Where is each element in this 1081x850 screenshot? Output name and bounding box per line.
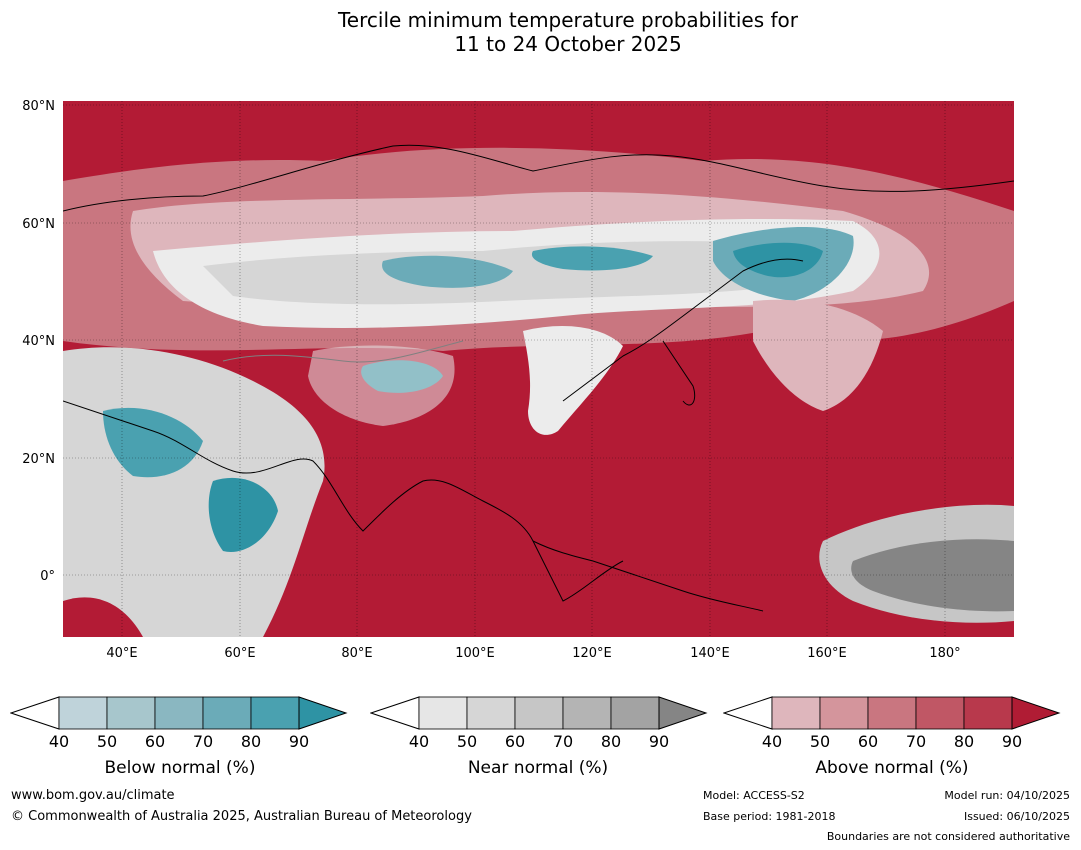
below-patch-arabia: [103, 407, 203, 478]
legend-above-tick-80: 80: [953, 732, 975, 751]
legend-below-tick-50: 50: [96, 732, 118, 751]
above-light-north-pacific: [753, 299, 883, 411]
footer-website: www.bom.gov.au/climate: [11, 788, 175, 803]
legend-above-tick-60: 60: [857, 732, 879, 751]
boundary-lines: [222, 340, 464, 363]
map-title-line-1: Tercile minimum temperature probabilitie…: [337, 8, 799, 32]
lon-label-40e: 40°E: [106, 646, 138, 661]
footer-issued: Issued: 06/10/2025: [963, 810, 1070, 823]
footer-model-run: Model run: 04/10/2025: [944, 789, 1070, 802]
legend-above-tick-90: 90: [1001, 732, 1023, 751]
legend-above-title: Above normal (%): [815, 758, 969, 778]
legend-below-tick-70: 70: [192, 732, 214, 751]
near-normal-pacific-core: [851, 539, 1014, 612]
legend-below-tick-90: 90: [288, 732, 310, 751]
lon-label-120e: 120°E: [572, 646, 612, 661]
lat-label-80n: 80°N: [22, 99, 55, 114]
map-title-line-2: 11 to 24 October 2025: [454, 32, 682, 56]
probability-map: [63, 101, 1014, 637]
coastline-japan: [662, 340, 696, 406]
legend-below-tick-80: 80: [240, 732, 262, 751]
legend-below-colorbar: [10, 696, 348, 730]
footer-copyright: © Commonwealth of Australia 2025, Austra…: [11, 809, 472, 824]
legend-below-tick-60: 60: [144, 732, 166, 751]
lon-label-140e: 140°E: [690, 646, 730, 661]
graticule: [63, 101, 1014, 637]
lat-label-40n: 40°N: [22, 334, 55, 349]
below-patch-mongolia: [531, 246, 653, 271]
near-normal-tibet: [308, 345, 455, 426]
coastline-east-asia: [562, 258, 804, 402]
near-normal-east-china: [523, 326, 623, 435]
legend-above-colorbar: [723, 696, 1061, 730]
coastline-maritime: [532, 540, 764, 612]
legend-above-tick-70: 70: [905, 732, 927, 751]
legend-near-tick-50: 50: [456, 732, 478, 751]
above-patch-east-africa: [63, 597, 143, 637]
coastline-south-asia: [63, 400, 624, 602]
legend-below-tick-40: 40: [48, 732, 70, 751]
legend-near-tick-70: 70: [552, 732, 574, 751]
lat-label-60n: 60°N: [22, 217, 55, 232]
map-title: Tercile minimum temperature probabilitie…: [0, 8, 1081, 56]
footer-model: Model: ACCESS-S2: [703, 789, 805, 802]
below-patch-arabian-sea: [208, 477, 278, 552]
lon-label-100e: 100°E: [455, 646, 495, 661]
lon-label-160e: 160°E: [807, 646, 847, 661]
footer-base-period: Base period: 1981-2018: [703, 810, 836, 823]
probability-map-svg: [63, 101, 1014, 637]
legend-near-tick-40: 40: [408, 732, 430, 751]
lon-label-180: 180°: [929, 646, 961, 661]
legend-below-title: Below normal (%): [104, 758, 256, 778]
lon-label-80e: 80°E: [341, 646, 373, 661]
lat-label-20n: 20°N: [22, 452, 55, 467]
lat-label-0: 0°: [40, 569, 55, 584]
legend-near-tick-80: 80: [600, 732, 622, 751]
legend-above-tick-40: 40: [761, 732, 783, 751]
coastline-arctic: [63, 144, 1014, 212]
lon-label-60e: 60°E: [224, 646, 256, 661]
legend-above-tick-50: 50: [809, 732, 831, 751]
legend-near-tick-60: 60: [504, 732, 526, 751]
legend-near-tick-90: 90: [648, 732, 670, 751]
legend-near-title: Near normal (%): [467, 758, 609, 778]
footer-boundaries-note: Boundaries are not considered authoritat…: [826, 830, 1070, 843]
below-patch-central-asia: [382, 255, 513, 288]
legend-near-colorbar: [370, 696, 708, 730]
